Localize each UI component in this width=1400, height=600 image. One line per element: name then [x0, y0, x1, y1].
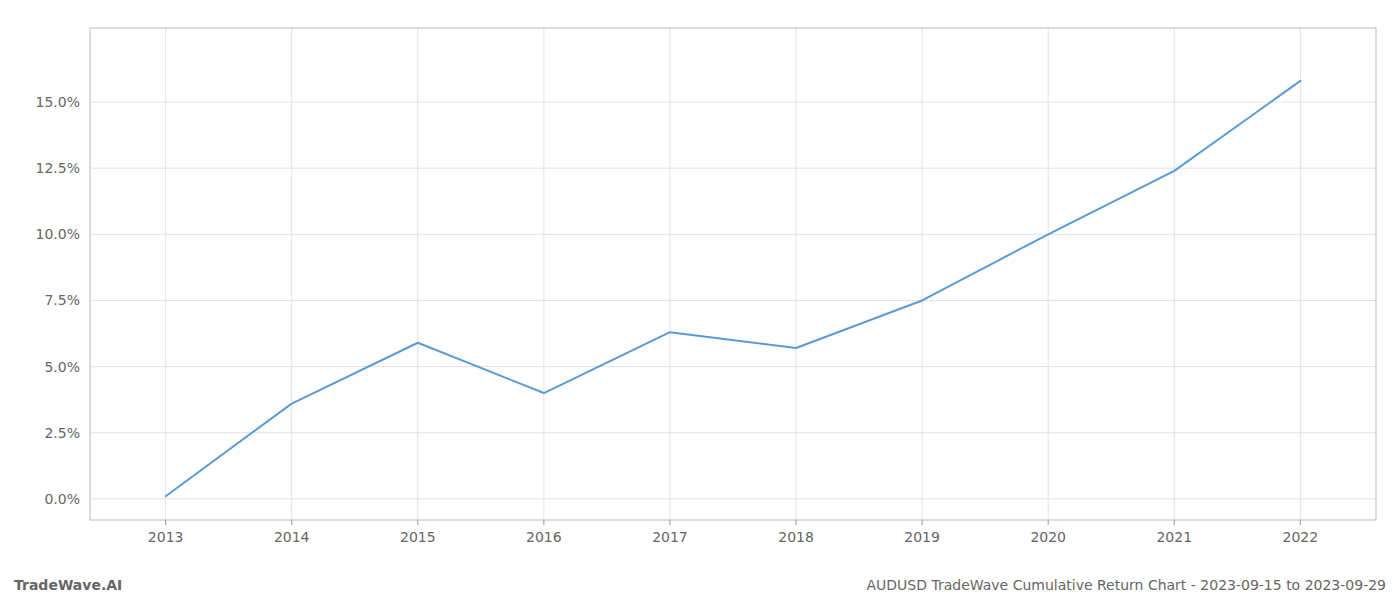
y-tick-label: 12.5% [36, 160, 80, 176]
x-grid-line [922, 28, 923, 520]
grid [90, 28, 1376, 520]
x-tick-label: 2014 [274, 529, 310, 545]
y-tick-label: 0.0% [44, 491, 80, 507]
x-grid-line [543, 28, 544, 520]
x-tick [1174, 520, 1175, 525]
x-tick [1300, 520, 1301, 525]
footer-left: TradeWave.AI [14, 577, 122, 593]
x-tick-label: 2013 [148, 529, 184, 545]
y-grid-line [90, 432, 1376, 433]
y-tick-label: 7.5% [44, 292, 80, 308]
x-tick [669, 520, 670, 525]
x-tick [796, 520, 797, 525]
x-grid-line [291, 28, 292, 520]
axes: 2013 2014 2015 2016 2017 2018 2019 2020 2021 2022… [36, 94, 1319, 545]
y-grid-line [90, 102, 1376, 103]
x-tick [922, 520, 923, 525]
x-tick-label: 2022 [1283, 529, 1319, 545]
x-grid-line [165, 28, 166, 520]
x-grid-line [669, 28, 670, 520]
y-grid-line [90, 498, 1376, 499]
y-grid-line [90, 168, 1376, 169]
x-tick-label: 2017 [652, 529, 688, 545]
x-grid-line [1048, 28, 1049, 520]
x-tick [291, 520, 292, 525]
y-tick-label: 5.0% [44, 359, 80, 375]
y-tick-label: 10.0% [36, 226, 80, 242]
x-grid-line [1174, 28, 1175, 520]
chart: 2013 2014 2015 2016 2017 2018 2019 2020 2021 2022… [0, 0, 1400, 600]
x-tick [165, 520, 166, 525]
x-tick [1048, 520, 1049, 525]
x-tick-label: 2018 [778, 529, 814, 545]
x-tick-label: 2020 [1030, 529, 1066, 545]
x-tick [543, 520, 544, 525]
x-grid-line [1300, 28, 1301, 520]
plot-frame [90, 28, 1376, 520]
x-tick-label: 2019 [904, 529, 940, 545]
x-grid-line [796, 28, 797, 520]
series-group [166, 81, 1301, 496]
y-tick-label: 15.0% [36, 94, 80, 110]
x-tick [417, 520, 418, 525]
y-grid-line [90, 300, 1376, 301]
y-grid-line [90, 366, 1376, 367]
x-tick-label: 2016 [526, 529, 562, 545]
x-grid-line [417, 28, 418, 520]
y-grid-line [90, 234, 1376, 235]
y-tick-label: 2.5% [44, 425, 80, 441]
footer-right: AUDUSD TradeWave Cumulative Return Chart… [866, 577, 1386, 593]
x-tick-label: 2021 [1156, 529, 1192, 545]
line [166, 81, 1301, 496]
x-tick-label: 2015 [400, 529, 436, 545]
